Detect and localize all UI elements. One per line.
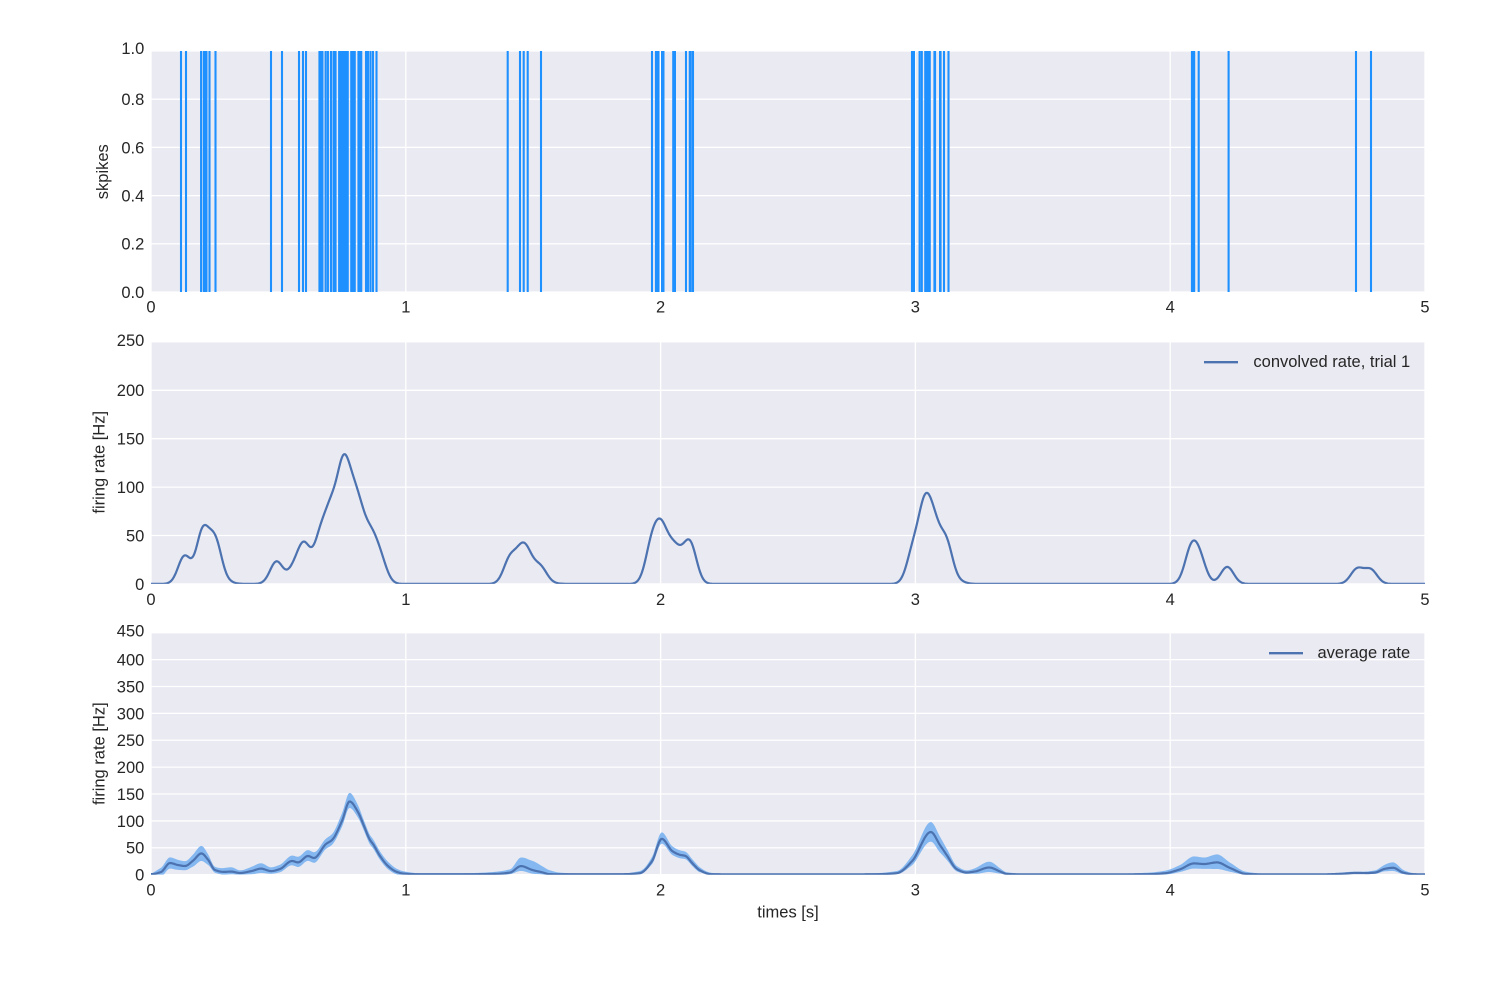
svg-text:50: 50 [126, 527, 144, 545]
svg-text:1.0: 1.0 [121, 40, 144, 58]
svg-text:firing rate [Hz]: firing rate [Hz] [91, 411, 109, 514]
svg-text:firing rate [Hz]: firing rate [Hz] [91, 702, 109, 805]
svg-text:2: 2 [656, 882, 665, 900]
svg-text:0: 0 [135, 867, 144, 885]
svg-text:0.0: 0.0 [121, 284, 144, 302]
svg-text:0.8: 0.8 [121, 91, 144, 109]
svg-text:average rate: average rate [1318, 644, 1411, 662]
svg-text:convolved rate, trial 1: convolved rate, trial 1 [1253, 353, 1410, 371]
svg-text:5: 5 [1420, 591, 1429, 609]
svg-text:150: 150 [117, 786, 145, 804]
svg-text:200: 200 [117, 382, 145, 400]
svg-text:400: 400 [117, 652, 145, 670]
svg-text:4: 4 [1166, 591, 1175, 609]
svg-text:300: 300 [117, 705, 145, 723]
svg-text:100: 100 [117, 813, 145, 831]
svg-text:0: 0 [146, 591, 155, 609]
svg-text:2: 2 [656, 299, 665, 317]
svg-text:50: 50 [126, 840, 144, 858]
svg-text:100: 100 [117, 479, 145, 497]
svg-text:0: 0 [146, 882, 155, 900]
svg-text:450: 450 [117, 623, 145, 641]
svg-text:350: 350 [117, 678, 145, 696]
svg-text:1: 1 [401, 591, 410, 609]
svg-text:1: 1 [401, 299, 410, 317]
svg-text:0.4: 0.4 [121, 188, 144, 206]
svg-text:4: 4 [1166, 882, 1175, 900]
svg-text:times [s]: times [s] [757, 903, 818, 921]
svg-text:3: 3 [911, 882, 920, 900]
svg-text:3: 3 [911, 299, 920, 317]
svg-text:250: 250 [117, 332, 145, 350]
svg-text:1: 1 [401, 882, 410, 900]
svg-text:5: 5 [1420, 299, 1429, 317]
svg-text:3: 3 [911, 591, 920, 609]
svg-text:5: 5 [1420, 882, 1429, 900]
svg-text:0: 0 [135, 576, 144, 594]
svg-text:200: 200 [117, 759, 145, 777]
svg-text:2: 2 [656, 591, 665, 609]
svg-text:skpikes: skpikes [94, 144, 112, 199]
svg-text:250: 250 [117, 732, 145, 750]
svg-text:150: 150 [117, 431, 145, 449]
svg-text:0: 0 [146, 299, 155, 317]
svg-text:4: 4 [1166, 299, 1175, 317]
svg-text:0.6: 0.6 [121, 139, 144, 157]
svg-text:0.2: 0.2 [121, 236, 144, 254]
